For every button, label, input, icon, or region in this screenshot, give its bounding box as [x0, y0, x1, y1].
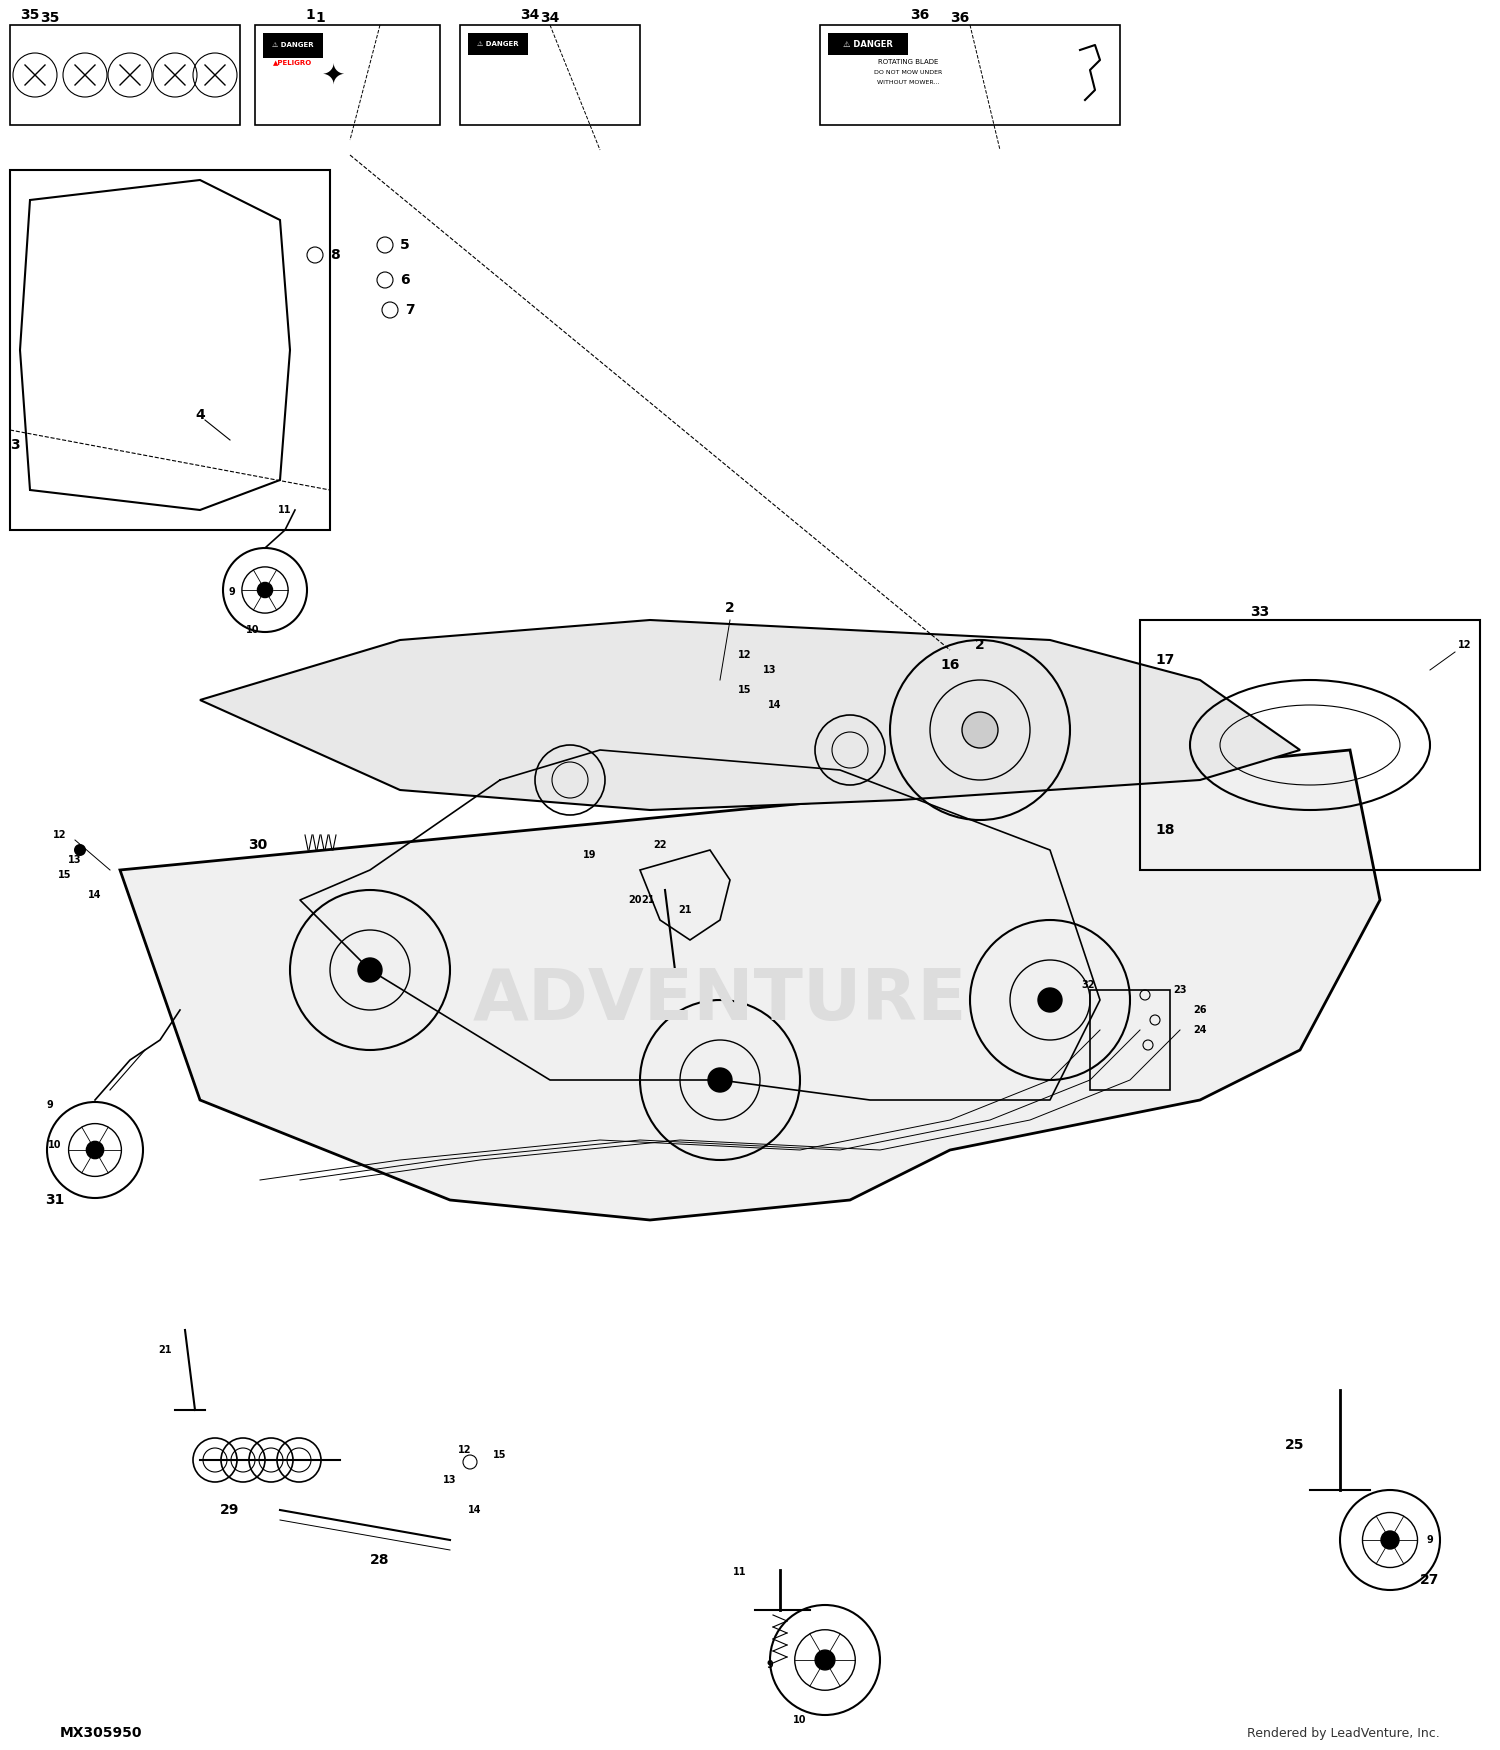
- Text: 36: 36: [951, 10, 969, 24]
- Text: WITHOUT MOWER...: WITHOUT MOWER...: [878, 79, 939, 84]
- Bar: [10, 24, 240, 124]
- Text: 20: 20: [628, 894, 642, 905]
- Text: 14: 14: [768, 700, 782, 710]
- Text: 15: 15: [58, 870, 72, 880]
- Text: 12: 12: [1458, 640, 1472, 649]
- Text: 10: 10: [246, 625, 259, 635]
- Bar: [1090, 990, 1170, 1090]
- Text: 10: 10: [794, 1715, 807, 1726]
- Text: 26: 26: [1192, 1004, 1206, 1015]
- Text: 33: 33: [1251, 606, 1269, 620]
- Bar: [1140, 620, 1480, 870]
- Text: 14: 14: [468, 1505, 482, 1516]
- Text: 28: 28: [370, 1552, 390, 1566]
- Text: 21: 21: [678, 905, 692, 915]
- Text: 17: 17: [1155, 653, 1174, 667]
- Text: 13: 13: [69, 856, 82, 864]
- Text: 1: 1: [315, 10, 326, 24]
- Bar: [460, 24, 640, 124]
- Text: 11: 11: [734, 1566, 747, 1577]
- Text: 1: 1: [304, 9, 315, 23]
- Text: 2: 2: [724, 600, 735, 614]
- Text: MX305950: MX305950: [60, 1726, 142, 1740]
- Text: 29: 29: [220, 1503, 240, 1517]
- Text: 25: 25: [1286, 1438, 1305, 1452]
- Circle shape: [815, 1650, 836, 1670]
- Text: 32: 32: [1082, 980, 1095, 990]
- Bar: [255, 24, 440, 124]
- Circle shape: [1382, 1531, 1400, 1549]
- Text: ▲PELIGRO: ▲PELIGRO: [273, 60, 312, 65]
- Text: 36: 36: [910, 9, 930, 23]
- Text: 4: 4: [195, 408, 206, 422]
- Circle shape: [358, 957, 382, 982]
- Text: 7: 7: [405, 303, 416, 317]
- Text: 14: 14: [88, 891, 102, 900]
- Text: 19: 19: [584, 850, 597, 859]
- Circle shape: [708, 1068, 732, 1092]
- Text: 13: 13: [764, 665, 777, 676]
- Text: 9: 9: [46, 1101, 54, 1110]
- Text: 35: 35: [40, 10, 60, 24]
- Text: 15: 15: [494, 1451, 507, 1460]
- Text: 34: 34: [540, 10, 560, 24]
- Text: 12: 12: [738, 649, 752, 660]
- Text: 30: 30: [249, 838, 267, 852]
- Circle shape: [258, 583, 273, 597]
- Text: ROTATING BLADE: ROTATING BLADE: [878, 60, 938, 65]
- Text: 31: 31: [45, 1194, 64, 1207]
- Text: 6: 6: [400, 273, 410, 287]
- Circle shape: [74, 844, 86, 856]
- Text: 27: 27: [1420, 1573, 1440, 1587]
- Polygon shape: [200, 620, 1300, 810]
- Text: 18: 18: [1155, 822, 1174, 836]
- Text: 9: 9: [1426, 1535, 1434, 1545]
- Text: 35: 35: [21, 9, 39, 23]
- Bar: [828, 33, 908, 54]
- Bar: [262, 33, 322, 58]
- Text: 11: 11: [279, 506, 292, 514]
- Text: 21: 21: [159, 1346, 172, 1354]
- Text: ⚠ DANGER: ⚠ DANGER: [272, 42, 314, 47]
- Text: 9: 9: [766, 1661, 774, 1670]
- Text: ADVENTURE: ADVENTURE: [472, 966, 968, 1034]
- Text: DO NOT MOW UNDER: DO NOT MOW UNDER: [874, 70, 942, 75]
- Text: 13: 13: [444, 1475, 456, 1486]
- Text: ⚠ DANGER: ⚠ DANGER: [843, 40, 892, 49]
- Text: 8: 8: [330, 248, 340, 262]
- Text: 15: 15: [738, 684, 752, 695]
- Text: 5: 5: [400, 238, 410, 252]
- Text: 12: 12: [459, 1446, 471, 1454]
- Bar: [821, 24, 1120, 124]
- Circle shape: [1038, 989, 1062, 1011]
- Text: 23: 23: [1173, 985, 1186, 996]
- Text: 24: 24: [1192, 1026, 1206, 1034]
- Text: ⚠ DANGER: ⚠ DANGER: [477, 40, 519, 47]
- Text: 2: 2: [975, 639, 986, 653]
- Text: 21: 21: [640, 894, 654, 905]
- Bar: [468, 33, 528, 54]
- Text: 12: 12: [54, 830, 68, 840]
- Text: 9: 9: [228, 586, 236, 597]
- Text: 34: 34: [520, 9, 540, 23]
- Text: 10: 10: [48, 1139, 62, 1150]
- Circle shape: [962, 712, 998, 747]
- Text: Rendered by LeadVenture, Inc.: Rendered by LeadVenture, Inc.: [1246, 1727, 1440, 1740]
- Polygon shape: [120, 751, 1380, 1220]
- Text: 16: 16: [940, 658, 960, 672]
- Text: ✦: ✦: [321, 61, 345, 89]
- Text: 3: 3: [10, 438, 20, 452]
- Bar: [10, 170, 330, 530]
- Text: 22: 22: [652, 840, 666, 850]
- Circle shape: [87, 1141, 104, 1158]
